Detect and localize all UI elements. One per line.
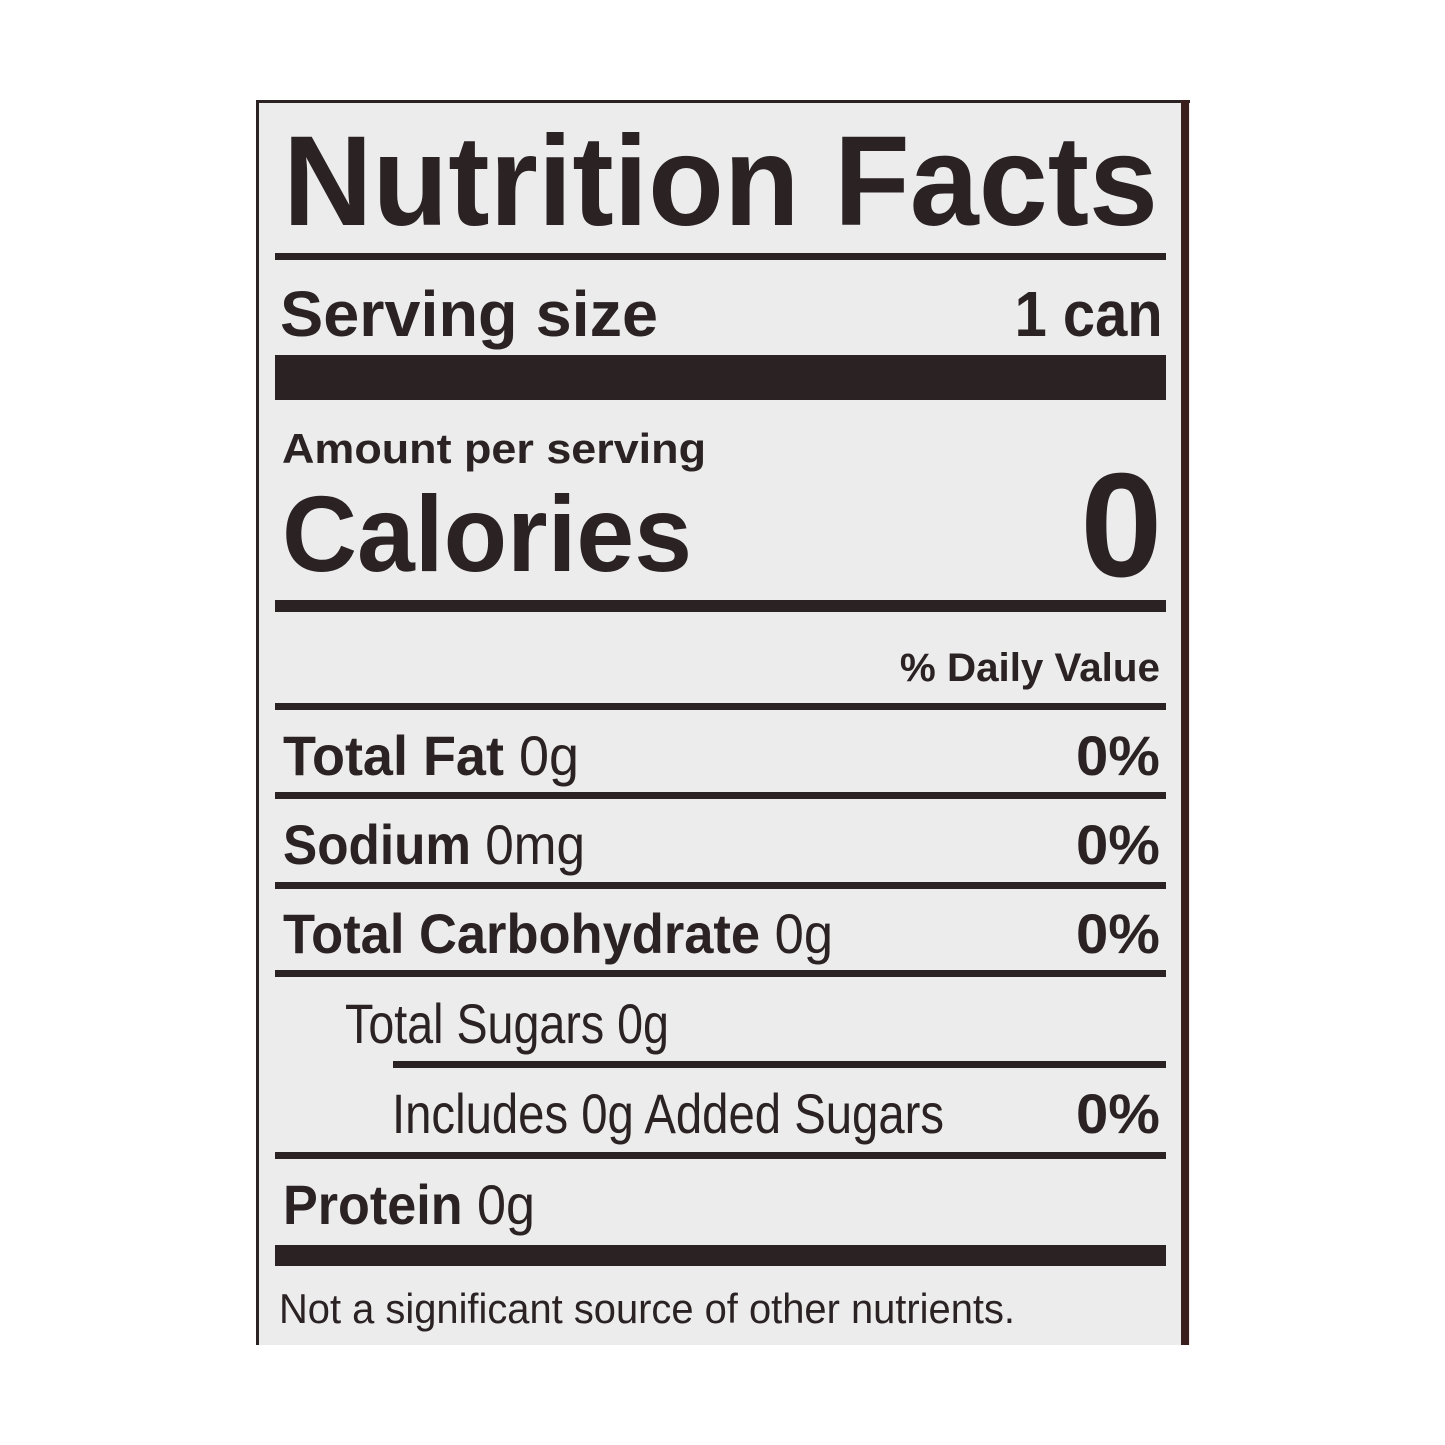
nutrition-facts-panel xyxy=(256,100,1190,1345)
footnote: Not a significant source of other nutrie… xyxy=(279,1285,1015,1332)
nutrient-sodium: Sodium 0mg xyxy=(283,813,585,876)
panel-edge xyxy=(1181,100,1189,1345)
amount-per-serving: Amount per serving xyxy=(282,425,706,472)
nutrient-total-carbohydrate: Total Carbohydrate 0g xyxy=(283,902,833,965)
added-sugars-dv: 0% xyxy=(1076,1082,1160,1145)
divider xyxy=(275,882,1166,889)
divider xyxy=(275,703,1166,710)
divider xyxy=(275,1152,1166,1159)
divider xyxy=(275,253,1166,260)
serving-size-value: 1 can xyxy=(1015,278,1163,350)
nutrient-added-sugars: Includes 0g Added Sugars xyxy=(392,1082,944,1145)
daily-value-header: % Daily Value xyxy=(900,646,1160,690)
sodium-dv: 0% xyxy=(1076,813,1160,876)
nutrient-total-fat: Total Fat 0g xyxy=(283,724,579,787)
thick-divider xyxy=(275,355,1166,400)
nutrient-total-sugars: Total Sugars 0g xyxy=(345,992,669,1055)
title: Nutrition Facts xyxy=(283,110,1158,253)
calories-label: Calories xyxy=(282,473,692,594)
nutrient-protein: Protein 0g xyxy=(283,1173,535,1236)
thick-divider xyxy=(275,1245,1166,1266)
divider xyxy=(275,600,1166,612)
serving-size-label: Serving size xyxy=(280,278,658,350)
total-fat-dv: 0% xyxy=(1076,724,1160,787)
calories-value: 0 xyxy=(1080,443,1162,608)
divider xyxy=(393,1061,1166,1068)
total-carbohydrate-dv: 0% xyxy=(1076,902,1160,965)
divider xyxy=(275,792,1166,799)
divider xyxy=(275,970,1166,977)
